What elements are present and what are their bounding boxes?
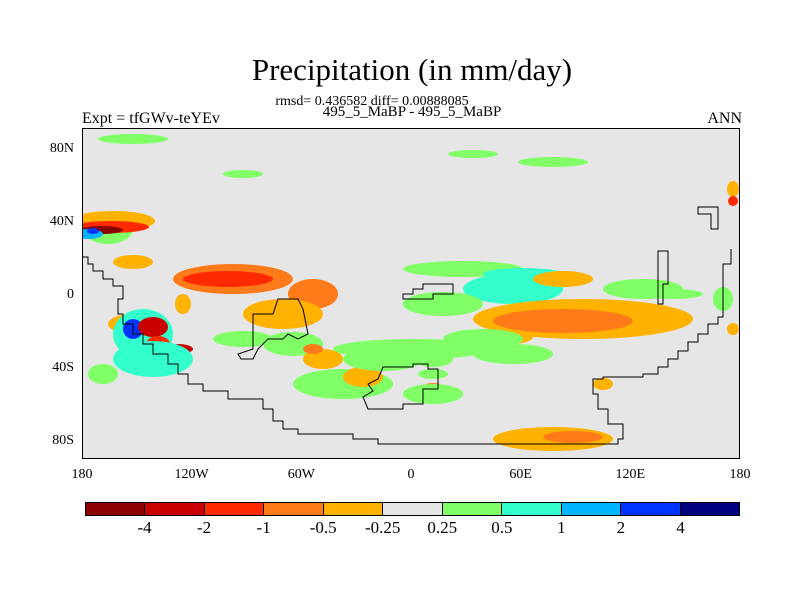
colorbar-box [561, 503, 622, 515]
lon-tick-label: 120E [615, 467, 646, 482]
coastline-3 [402, 283, 454, 300]
colorbar-box [86, 503, 146, 515]
colorbar-label: -1 [256, 518, 271, 537]
stats-text: rmsd= 0.436582 diff= 0.00888085 [275, 94, 469, 109]
colorbar-box [264, 503, 324, 515]
precip-anomaly-17 [243, 299, 323, 329]
coastline-2 [237, 298, 309, 360]
lon-tick-label: 60E [509, 467, 532, 482]
colorbar-label: -0.5 [309, 518, 337, 537]
colorbar-label: 1 [557, 518, 566, 537]
colorbar-label: -4 [137, 518, 152, 537]
precip-anomaly-50 [403, 384, 463, 404]
precip-anomaly-24 [493, 309, 633, 333]
precip-anomaly-38 [213, 331, 273, 347]
precip-anomaly-45 [343, 347, 423, 371]
precip-anomaly-12 [113, 255, 153, 269]
lon-tick-label: 0 [407, 467, 415, 482]
colorbar-box [502, 503, 562, 515]
colorbar-box [145, 503, 205, 515]
precip-anomaly-27 [643, 289, 703, 299]
precip-anomaly-47 [413, 351, 453, 367]
chart-title: Precipitation (in mm/day) [251, 52, 573, 87]
colorbar-label: -0.25 [365, 518, 401, 537]
colorbar [85, 502, 740, 516]
precip-anomaly-48 [418, 369, 448, 379]
colorbar-label: 0.5 [491, 518, 513, 537]
colorbar-label: 0.25 [427, 518, 458, 537]
colorbar-box [323, 503, 384, 515]
precip-anomaly-52 [543, 431, 603, 443]
precip-anomaly-29 [727, 323, 739, 335]
precip-anomaly-5 [728, 196, 738, 206]
precip-anomaly-2 [448, 150, 498, 158]
lat-tick-label: 80N [49, 141, 74, 156]
precip-map [83, 129, 739, 458]
coastline-1 [83, 249, 732, 445]
colorbar-label: -2 [196, 518, 212, 537]
lat-tick-label: 0 [67, 287, 74, 302]
lon-tick-label: 180 [729, 467, 751, 482]
lat-tick-label: 40S [52, 360, 74, 375]
colorbar-box [680, 503, 739, 515]
precip-anomaly-3 [518, 157, 588, 167]
precip-anomaly-14 [183, 271, 273, 287]
lat-tick-label: 80S [52, 433, 74, 448]
precip-anomaly-53 [593, 378, 613, 390]
colorbar-box [204, 503, 265, 515]
lon-tick-label: 60W [287, 467, 315, 482]
precip-anomaly-46 [473, 344, 553, 364]
colorbar-label: 4 [676, 518, 685, 537]
precip-anomaly-54 [223, 170, 263, 178]
lon-tick-label: 180 [71, 467, 93, 482]
precip-anomaly-37 [113, 341, 193, 377]
colorbar-box [621, 503, 681, 515]
colorbar-box [383, 503, 443, 515]
precip-anomaly-21 [403, 292, 483, 316]
colorbar-box [442, 503, 503, 515]
precip-anomaly-16 [175, 294, 191, 314]
lon-tick-label: 120W [174, 467, 209, 482]
season-label: ANN [707, 110, 742, 127]
precip-anomaly-55 [88, 364, 118, 384]
experiment-label: Expt = tfGWv-teYEv [82, 110, 220, 127]
precip-anomaly-1 [98, 134, 168, 144]
precip-anomaly-34 [138, 317, 168, 337]
precip-anomaly-11 [87, 228, 99, 234]
map-plot-area [82, 128, 740, 459]
coastline-4 [362, 363, 439, 410]
colorbar-label: 2 [616, 518, 626, 537]
chart-subtitle: 495_5_MaBP - 495_5_MaBP [322, 104, 502, 120]
precip-anomaly-4 [727, 181, 739, 197]
lat-tick-label: 40N [49, 214, 74, 229]
coastline-6 [697, 206, 719, 230]
coastline-5 [657, 250, 669, 305]
precip-anomaly-41 [303, 344, 323, 354]
precip-anomaly-22 [533, 271, 593, 287]
